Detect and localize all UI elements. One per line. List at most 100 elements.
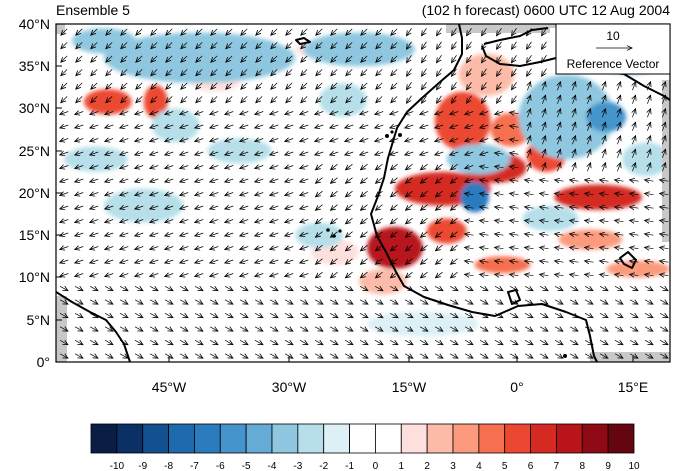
wind-vector [572, 109, 575, 118]
wind-vector [615, 207, 624, 208]
wind-vector [405, 125, 414, 128]
wind-vector [330, 217, 338, 224]
anomaly-region [522, 205, 579, 232]
wind-vector [512, 55, 517, 62]
lat-label: 15°N [19, 227, 50, 243]
wind-vector [285, 166, 294, 169]
wind-vector [75, 220, 84, 223]
wind-vector [135, 125, 144, 128]
wind-vector [359, 286, 368, 290]
wind-vector [660, 207, 669, 208]
wind-vector [542, 109, 545, 118]
wind-vector [224, 313, 233, 317]
wind-vector [360, 163, 368, 170]
wind-vector [345, 204, 353, 211]
wind-vector [104, 300, 113, 304]
wind-vector [360, 244, 368, 251]
wind-vector [119, 286, 128, 290]
wind-vector [74, 340, 83, 344]
wind-vector [467, 41, 472, 49]
wind-vector [450, 112, 459, 115]
colorbar-swatch [90, 423, 118, 454]
wind-vector [75, 139, 84, 142]
wind-vector [269, 327, 278, 331]
wind-vector [181, 82, 188, 89]
wind-vector [105, 247, 114, 250]
wind-vector [270, 233, 279, 236]
wind-vector [269, 354, 278, 358]
wind-vector [241, 96, 248, 102]
colorbar-label: 6 [528, 461, 534, 471]
wind-vector [615, 234, 624, 235]
wind-vector [630, 207, 639, 208]
wind-vector [286, 28, 293, 35]
wind-vector [600, 247, 609, 248]
wind-vector [196, 69, 203, 75]
wind-vector [420, 190, 428, 197]
wind-vector [389, 300, 398, 304]
wind-vector [301, 55, 308, 62]
wind-vector [315, 177, 323, 184]
wind-vector [209, 286, 218, 290]
wind-vector [59, 340, 68, 344]
wind-vector [569, 313, 578, 317]
wind-vector [629, 354, 638, 358]
wind-vector [660, 234, 669, 235]
wind-vector [269, 340, 278, 344]
wind-vector [361, 96, 368, 102]
wind-vector [331, 82, 338, 89]
wind-vector [494, 286, 503, 290]
wind-vector [647, 95, 650, 104]
wind-vector [452, 41, 457, 49]
wind-vector [346, 55, 353, 62]
wind-vector [374, 286, 383, 290]
wind-vector [330, 125, 339, 128]
wind-vector [180, 166, 189, 169]
wind-vector [225, 166, 234, 169]
wind-vector [104, 327, 113, 331]
wind-vector [600, 261, 609, 262]
wind-vector [121, 82, 128, 89]
wind-vector [555, 274, 564, 275]
wind-vector [271, 42, 278, 48]
wind-vector [527, 149, 530, 158]
wind-vector [539, 313, 548, 317]
wind-vector [179, 313, 188, 317]
wind-vector [180, 125, 189, 128]
wind-vector [60, 179, 69, 182]
wind-vector [467, 28, 472, 35]
wind-vector [239, 327, 248, 331]
wind-vector [449, 300, 458, 304]
wind-vector [300, 125, 309, 128]
wind-vector [61, 55, 68, 62]
colorbar-label: -6 [216, 461, 225, 471]
wind-vector [329, 354, 338, 358]
wind-vector [330, 177, 338, 184]
wind-vector [570, 247, 579, 248]
wind-vector [285, 125, 294, 128]
wind-vector [467, 95, 472, 103]
wind-vector [195, 206, 204, 209]
wind-vector [91, 96, 98, 102]
wind-vector [106, 42, 113, 48]
wind-vector [164, 300, 173, 304]
wind-vector [569, 327, 578, 331]
wind-vector [165, 193, 174, 196]
wind-vector [660, 220, 669, 221]
wind-vector [119, 327, 128, 331]
colorbar-label: -5 [242, 461, 251, 471]
wind-vector [151, 69, 158, 75]
wind-vector [254, 313, 263, 317]
wind-vector [437, 55, 442, 62]
colorbar-label: 3 [450, 461, 456, 471]
wind-vector [240, 206, 249, 209]
wind-vector [494, 300, 503, 304]
wind-vector [404, 286, 413, 290]
wind-vector [645, 261, 654, 262]
wind-vector [464, 354, 473, 358]
wind-vector [510, 112, 519, 113]
wind-vector [270, 125, 279, 128]
wind-vector [165, 206, 174, 209]
colorbar-label: -1 [345, 461, 354, 471]
